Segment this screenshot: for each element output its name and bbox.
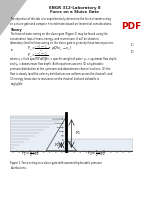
Text: $F_v = \frac{\gamma(y_1^2 - y_2^2)}{2} + \rho Q(v_1 - v_2)$: $F_v = \frac{\gamma(y_1^2 - y_2^2)}{2} +…	[27, 43, 72, 54]
Text: The force of water acting on the sluice gate (Figure 1) may be found using the
c: The force of water acting on the sluice …	[10, 32, 114, 46]
Text: PDF: PDF	[121, 22, 141, 31]
Text: $y_2$: $y_2$	[54, 141, 60, 149]
Polygon shape	[0, 0, 27, 36]
Text: $F_2 = \frac{1}{2}\gamma y_2^2$: $F_2 = \frac{1}{2}\gamma y_2^2$	[87, 149, 107, 160]
Text: Theory: Theory	[10, 28, 22, 32]
Text: Force on a Sluice Gate: Force on a Sluice Gate	[50, 10, 99, 13]
Bar	[10, 116, 66, 151]
Text: $F_v = \frac{\gamma(y_1^2 - y_2^2)}{2(y_1 + y_2)}$: $F_v = \frac{\gamma(y_1^2 - y_2^2)}{2(y_…	[27, 50, 48, 61]
Text: where γ = fluid specific weight, = specific weight of water, y₁ = upstream flow : where γ = fluid specific weight, = speci…	[10, 57, 117, 86]
Text: Figure 1. Force acting on a sluice gate with assumed hydrostatic pressure
distri: Figure 1. Force acting on a sluice gate …	[10, 161, 102, 170]
Text: (1): (1)	[131, 43, 135, 47]
Text: or: or	[10, 48, 13, 52]
Text: $y_1$: $y_1$	[74, 130, 81, 137]
Bar	[66, 139, 133, 151]
Text: The objective of this lab is to experimentally determine the force of water acti: The objective of this lab is to experime…	[10, 17, 112, 26]
Text: ENGR 312-Laboratory 8: ENGR 312-Laboratory 8	[49, 6, 100, 10]
Text: $F_1 = \frac{1}{2}\gamma y_1^2$: $F_1 = \frac{1}{2}\gamma y_1^2$	[21, 149, 40, 160]
Text: (2): (2)	[131, 50, 135, 54]
